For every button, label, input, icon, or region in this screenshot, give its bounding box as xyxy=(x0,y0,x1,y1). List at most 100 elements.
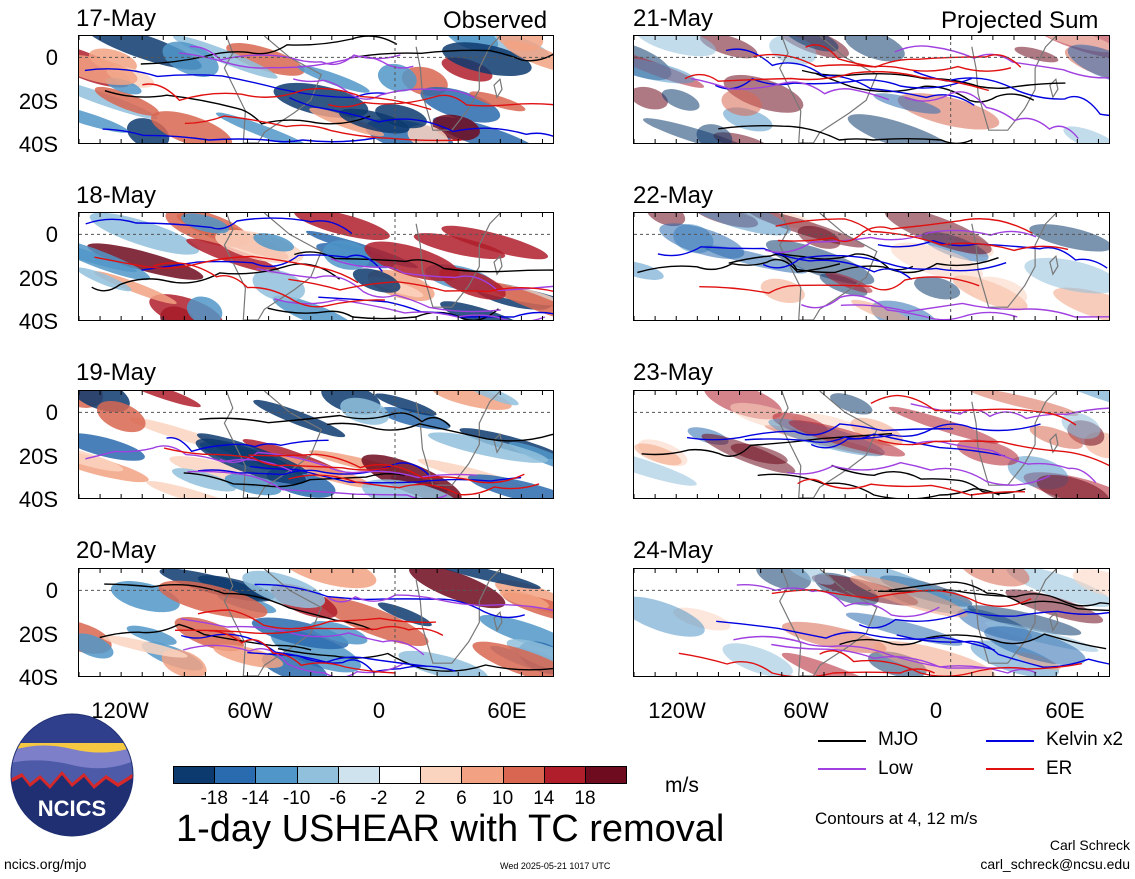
map-panel xyxy=(78,390,554,499)
shear-field-blob xyxy=(280,569,377,589)
contour-line xyxy=(753,53,1012,72)
shear-field-blob xyxy=(1067,44,1109,85)
contour-line xyxy=(691,77,889,101)
y-tick-label: 20S xyxy=(18,444,58,469)
contour-line xyxy=(684,70,990,92)
y-tick-label: 0 xyxy=(45,222,58,247)
colorbar-swatch xyxy=(461,766,504,784)
contour-line xyxy=(102,128,376,143)
contour-line xyxy=(140,36,398,65)
coastline-madagascar xyxy=(1049,433,1059,454)
shear-field-blob xyxy=(101,635,188,658)
colorbar-swatch xyxy=(420,766,463,784)
contour-line xyxy=(657,246,913,281)
contour-line xyxy=(637,258,841,274)
shear-field-blob xyxy=(499,589,550,609)
shear-field-blob xyxy=(1014,46,1059,63)
shear-field-blob xyxy=(797,225,841,249)
y-tick-label: 0 xyxy=(45,45,58,70)
shear-field-blob xyxy=(407,124,449,143)
coastline-madagascar xyxy=(1049,255,1059,276)
contour-line xyxy=(197,609,436,630)
shear-field-blob xyxy=(787,569,835,585)
shear-field-blob xyxy=(126,625,177,645)
coastline-south-america xyxy=(223,569,323,676)
y-tick-label: 0 xyxy=(45,578,58,603)
author-email[interactable]: carl_schreck@ncsu.edu xyxy=(980,856,1130,872)
contour-line xyxy=(199,412,451,427)
contour-line xyxy=(797,478,1026,496)
x-tick-label: 0 xyxy=(372,698,386,723)
contour-line xyxy=(85,217,353,235)
contour-line xyxy=(208,630,396,674)
contour-line xyxy=(99,623,312,651)
y-tick-label: 40S xyxy=(18,665,58,690)
contour-line xyxy=(774,252,999,274)
map-panel xyxy=(633,390,1110,499)
shear-field-blob xyxy=(413,233,506,260)
shear-field-blob xyxy=(646,213,686,227)
shear-field-blob xyxy=(440,301,533,320)
panel-date-label: 19-May xyxy=(76,359,157,386)
colorbar-swatch xyxy=(296,766,339,784)
shear-field-blob xyxy=(483,281,553,320)
contour-line xyxy=(810,423,1041,449)
y-tick-label: 20S xyxy=(18,89,58,114)
shear-field-blob xyxy=(374,393,437,416)
shear-field-blob xyxy=(681,213,791,236)
shear-field-blob xyxy=(506,639,553,676)
shear-field-blob xyxy=(146,480,248,498)
legend-swatch-er xyxy=(986,768,1034,770)
contour-line xyxy=(254,583,525,619)
contour-line xyxy=(815,72,1035,103)
contour-line xyxy=(787,461,1051,486)
contour-line xyxy=(870,394,1077,426)
panel-date-label: 17-May xyxy=(76,5,157,32)
shear-field-blob xyxy=(1072,569,1109,598)
shear-field-blob xyxy=(272,295,358,320)
contour-line xyxy=(247,651,456,673)
map-panel xyxy=(78,212,554,321)
shear-field-blob xyxy=(323,240,370,270)
colorbar-tick-label: -18 xyxy=(200,788,228,809)
shear-field-blob xyxy=(253,233,295,252)
contour-line xyxy=(197,462,430,476)
contour-line xyxy=(184,115,462,142)
shear-field-blob xyxy=(704,245,807,274)
ncics-logo[interactable]: NCICS xyxy=(10,713,134,837)
shear-field-blob xyxy=(472,641,553,676)
contour-line xyxy=(699,276,980,294)
contour-line xyxy=(84,68,387,99)
contour-line xyxy=(178,52,414,69)
x-tick-label: 60E xyxy=(1045,698,1085,723)
y-tick-label: 20S xyxy=(18,266,58,291)
shear-field-blob xyxy=(968,391,1079,416)
contour-line xyxy=(840,302,1109,318)
shear-field-blob xyxy=(1053,287,1109,320)
shear-field-blob xyxy=(722,643,793,676)
coastline-south-america xyxy=(223,391,323,498)
shear-field-blob xyxy=(1029,224,1109,252)
shear-field-blob xyxy=(844,36,905,62)
x-tick-label: 120W xyxy=(91,698,149,723)
column-heading-observed: Observed xyxy=(443,7,548,34)
shear-field-blob xyxy=(873,93,941,114)
coastline-africa xyxy=(415,36,501,131)
coastline-south-america xyxy=(779,569,878,676)
shear-field-blob xyxy=(149,294,223,320)
site-link[interactable]: ncics.org/mjo xyxy=(4,856,87,872)
contour-line xyxy=(328,594,553,612)
map-panel xyxy=(633,568,1110,677)
contour-line xyxy=(104,583,374,631)
contour-line xyxy=(163,447,390,471)
shear-field-blob xyxy=(213,644,284,668)
coastline-madagascar xyxy=(1049,78,1059,99)
contour-line xyxy=(288,278,553,293)
shear-field-blob xyxy=(186,296,223,320)
panel-date-label: 18-May xyxy=(76,182,157,209)
shear-field-blob xyxy=(171,468,236,492)
shear-field-blob xyxy=(1037,36,1109,53)
shear-field-blob xyxy=(253,399,346,438)
shear-field-blob xyxy=(432,391,512,410)
shear-field-blob xyxy=(851,299,914,320)
